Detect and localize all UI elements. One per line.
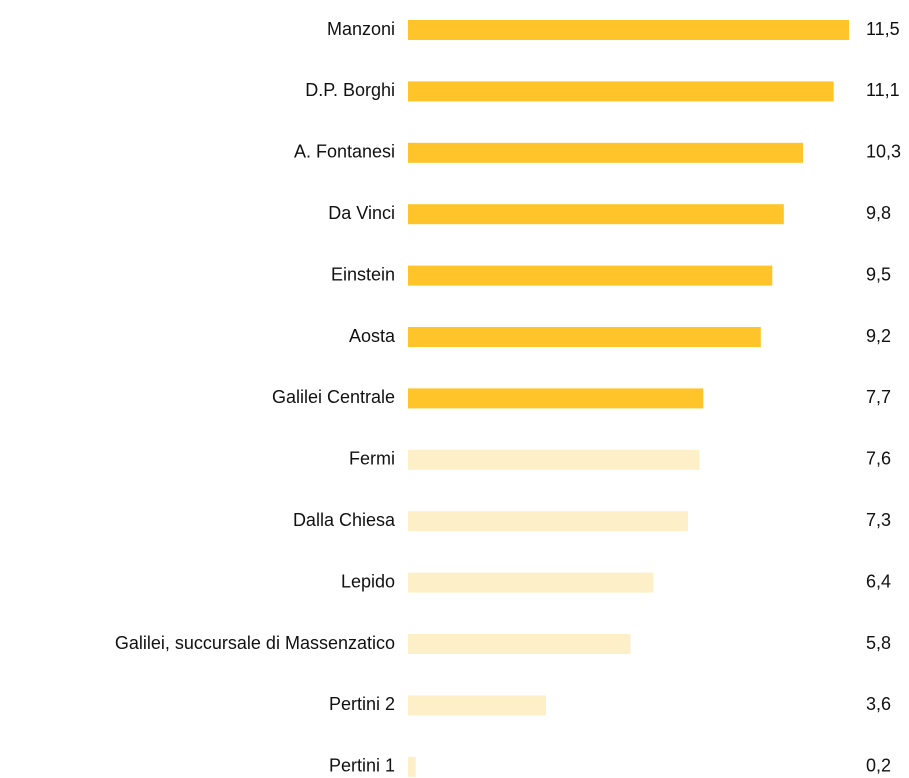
bar [408,327,761,347]
category-label: A. Fontanesi [294,142,395,162]
category-label: Pertini 1 [329,756,395,776]
category-label: Da Vinci [328,203,395,223]
value-label: 0,2 [866,756,891,776]
bar [408,265,773,286]
category-label: Galilei Centrale [272,387,395,407]
bar [408,142,803,163]
bar [408,449,700,470]
bar [408,81,834,102]
category-label: Fermi [349,449,395,469]
value-label: 7,6 [866,449,891,469]
bar [408,204,784,225]
bar [408,634,631,654]
value-label: 9,5 [866,264,891,284]
value-label: 11,1 [866,80,900,100]
value-label: 7,7 [866,387,891,407]
value-label: 9,8 [866,203,891,223]
value-label: 9,2 [866,326,891,346]
bar [408,756,416,777]
category-label: Lepido [341,571,395,591]
category-label: Pertini 2 [329,694,395,714]
category-label: Aosta [349,326,396,346]
bar [408,20,849,40]
value-label: 11,5 [866,19,900,39]
category-label: D.P. Borghi [305,80,395,100]
bar [408,695,547,716]
category-label: Galilei, succursale di Massenzatico [115,633,395,653]
value-label: 10,3 [866,142,901,162]
bar [408,511,688,532]
category-label: Einstein [331,264,395,284]
value-label: 7,3 [866,510,891,530]
value-label: 3,6 [866,694,891,714]
bar [408,388,704,409]
value-label: 6,4 [866,571,891,591]
bar [408,572,654,593]
value-label: 5,8 [866,633,891,653]
category-label: Manzoni [327,19,395,39]
category-label: Dalla Chiesa [293,510,396,530]
